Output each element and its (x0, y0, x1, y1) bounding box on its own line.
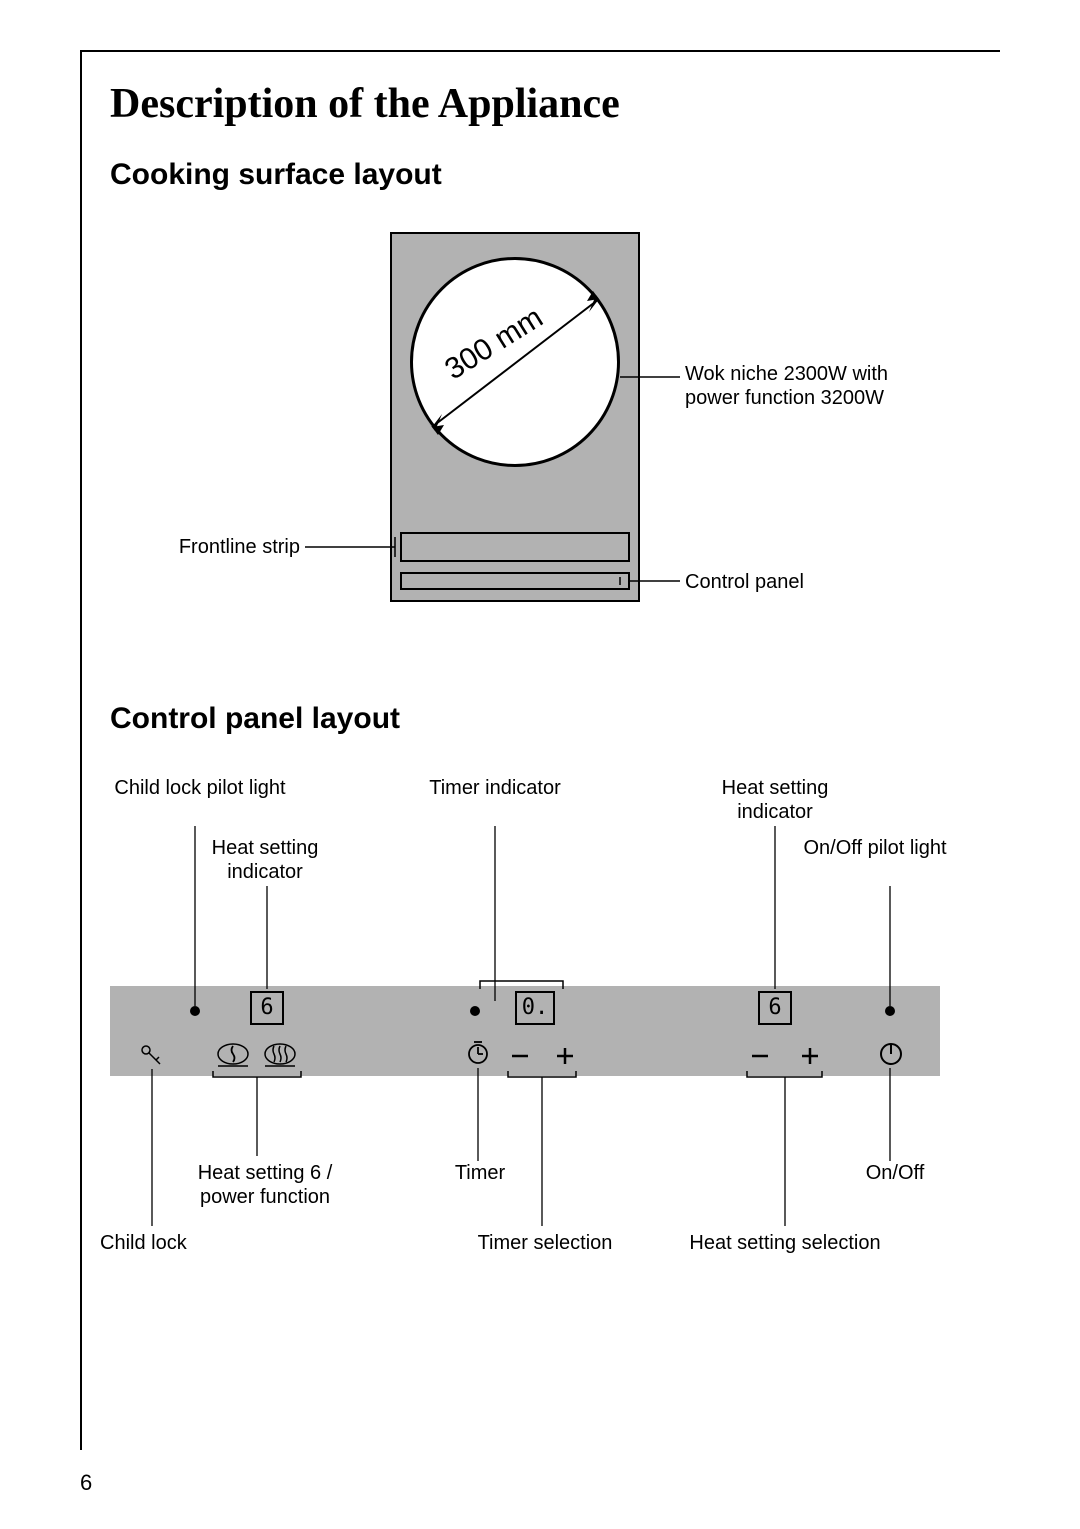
heat-selection-label: Heat setting selection (685, 1231, 885, 1255)
timer-selection-label: Timer selection (455, 1231, 635, 1255)
wok-niche-label: Wok niche 2300W with power function 3200… (685, 362, 915, 410)
onoff-label: On/Off (850, 1161, 940, 1185)
timer-label: Timer (430, 1161, 530, 1185)
control-panel-label: Control panel (685, 570, 885, 594)
page-content: Description of the Appliance Cooking sur… (110, 80, 980, 1306)
section1-heading: Cooking surface layout (110, 158, 980, 192)
diagram1-lines (110, 232, 980, 692)
child-lock-label: Child lock (100, 1231, 220, 1255)
page-title: Description of the Appliance (110, 80, 980, 128)
frontline-strip-label: Frontline strip (160, 535, 300, 559)
page-number: 6 (80, 1470, 92, 1496)
control-panel-diagram: Child lock pilot light Heat setting indi… (110, 776, 980, 1306)
heat6-label: Heat setting 6 / power function (180, 1161, 350, 1209)
diagram2-lines (110, 776, 980, 1306)
section2-heading: Control panel layout (110, 702, 980, 736)
cooking-surface-diagram: 300 mm Wok niche 2300W with power functi… (110, 232, 980, 692)
